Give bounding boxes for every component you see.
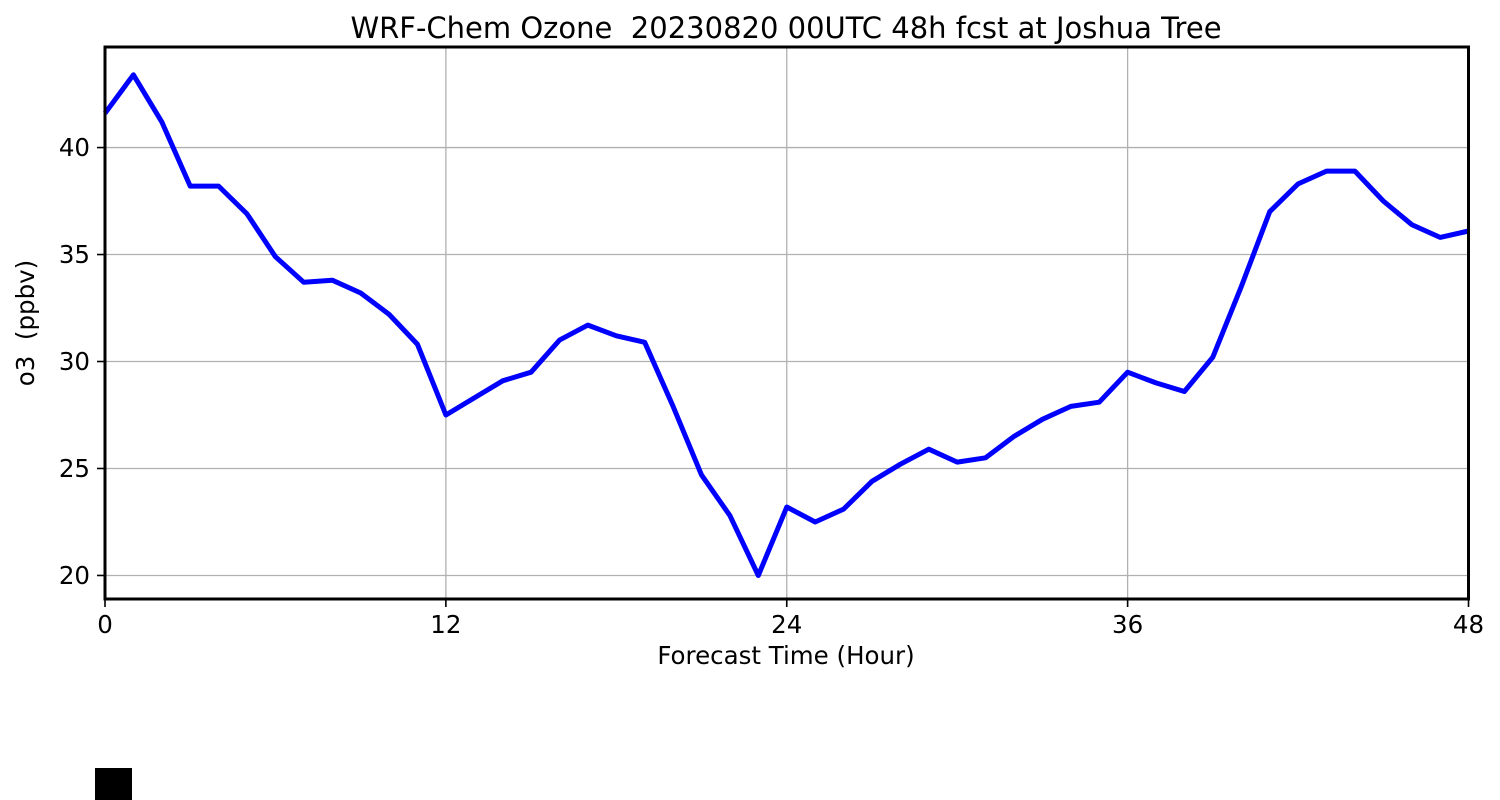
y-tick-label: 40 xyxy=(59,133,90,162)
gridlines xyxy=(104,47,1470,599)
x-axis-label: Forecast Time (Hour) xyxy=(657,641,914,670)
y-axis-label: o3 (ppbv) xyxy=(11,260,40,386)
x-tick-labels: 0 12 24 36 48 xyxy=(97,610,1484,639)
x-tick-label: 24 xyxy=(771,610,802,639)
y-tick-labels: 20 25 30 35 40 xyxy=(59,133,90,590)
x-tick-label: 36 xyxy=(1112,610,1143,639)
x-tick-label: 12 xyxy=(430,610,461,639)
y-tick-label: 20 xyxy=(59,561,90,590)
axis-ticks xyxy=(97,146,1470,607)
y-tick-label: 25 xyxy=(59,454,90,483)
chart-title: WRF-Chem Ozone 20230820 00UTC 48h fcst a… xyxy=(350,11,1221,45)
bottom-left-artifact xyxy=(95,768,132,800)
x-tick-label: 0 xyxy=(97,610,113,639)
ozone-series-line xyxy=(102,72,1470,578)
y-tick-label: 35 xyxy=(59,240,90,269)
x-tick-label: 48 xyxy=(1453,610,1484,639)
y-tick-label: 30 xyxy=(59,347,90,376)
